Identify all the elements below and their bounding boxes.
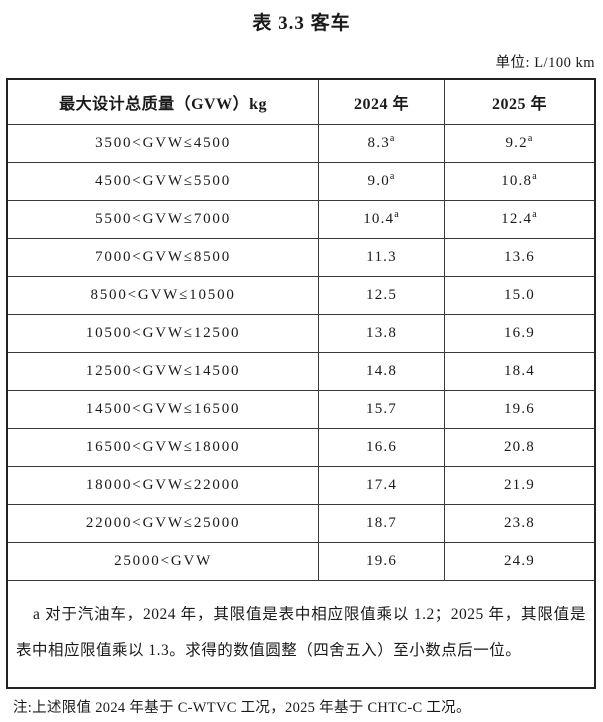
limit-2025-cell: 13.6 [443, 237, 596, 277]
limit-2025-cell: 15.0 [443, 275, 596, 315]
gvw-range-cell: 14500<GVW≤16500 [6, 389, 320, 429]
table-row: 5500<GVW≤7000 10.4a 12.4a [6, 199, 596, 239]
limit-2025-cell: 23.8 [443, 503, 596, 543]
table-row: 3500<GVW≤4500 8.3a 9.2a [6, 123, 596, 163]
unit-label: 单位: L/100 km [495, 55, 595, 71]
limit-2025-cell: 24.9 [443, 541, 596, 581]
page-note: 注:上述限值 2024 年基于 C-WTVC 工况，2025 年基于 CHTC-… [13, 700, 471, 716]
limit-2024-cell: 16.6 [318, 427, 445, 467]
col-header-2025: 2025 年 [443, 78, 596, 125]
limit-2024-cell: 11.3 [318, 237, 445, 277]
limit-2025-cell: 20.8 [443, 427, 596, 467]
limit-2024-cell: 9.0a [318, 161, 445, 201]
table-row: 25000<GVW 19.6 24.9 [6, 541, 596, 581]
limit-2024-cell: 18.7 [318, 503, 445, 543]
table-row: 14500<GVW≤16500 15.7 19.6 [6, 389, 596, 429]
limit-2025-cell: 16.9 [443, 313, 596, 353]
gvw-range-cell: 18000<GVW≤22000 [6, 465, 320, 505]
table-row: 7000<GVW≤8500 11.3 13.6 [6, 237, 596, 277]
limit-2024-cell: 13.8 [318, 313, 445, 353]
gvw-range-cell: 12500<GVW≤14500 [6, 351, 320, 391]
limit-2025-cell: 10.8a [443, 161, 596, 201]
limit-2024-cell: 14.8 [318, 351, 445, 391]
gvw-range-cell: 8500<GVW≤10500 [6, 275, 320, 315]
footnote-row: a 对于汽油车，2024 年，其限值是表中相应限值乘以 1.2；2025 年，其… [6, 579, 596, 689]
limit-2025-cell: 19.6 [443, 389, 596, 429]
gvw-range-cell: 16500<GVW≤18000 [6, 427, 320, 467]
limit-2024-cell: 17.4 [318, 465, 445, 505]
limit-2024-cell: 15.7 [318, 389, 445, 429]
limit-2024-cell: 19.6 [318, 541, 445, 581]
table-body: 3500<GVW≤4500 8.3a 9.2a 4500<GVW≤5500 9.0a 10… [6, 123, 596, 581]
gvw-range-cell: 22000<GVW≤25000 [6, 503, 320, 543]
page-title: 表 3.3 客车 [252, 13, 351, 34]
limit-2024-cell: 10.4a [318, 199, 445, 239]
table-row: 12500<GVW≤14500 14.8 18.4 [6, 351, 596, 391]
footnote-cell: a 对于汽油车，2024 年，其限值是表中相应限值乘以 1.2；2025 年，其… [6, 579, 596, 689]
table-row: 10500<GVW≤12500 13.8 16.9 [6, 313, 596, 353]
limits-table: 最大设计总质量（GVW）kg 2024 年 2025 年 3500<GVW≤45… [6, 78, 596, 689]
table-row: 22000<GVW≤25000 18.7 23.8 [6, 503, 596, 543]
gvw-range-cell: 3500<GVW≤4500 [6, 123, 320, 163]
col-header-gvw: 最大设计总质量（GVW）kg [6, 78, 320, 125]
table-row: 18000<GVW≤22000 17.4 21.9 [6, 465, 596, 505]
gvw-range-cell: 25000<GVW [6, 541, 320, 581]
limit-2025-cell: 18.4 [443, 351, 596, 391]
limit-2025-cell: 12.4a [443, 199, 596, 239]
limit-2025-cell: 9.2a [443, 123, 596, 163]
table-header-row: 最大设计总质量（GVW）kg 2024 年 2025 年 [6, 78, 596, 125]
footnote-text: a 对于汽油车，2024 年，其限值是表中相应限值乘以 1.2；2025 年，其… [16, 605, 586, 659]
table-row: 4500<GVW≤5500 9.0a 10.8a [6, 161, 596, 201]
col-header-2024: 2024 年 [318, 78, 445, 125]
gvw-range-cell: 4500<GVW≤5500 [6, 161, 320, 201]
gvw-range-cell: 7000<GVW≤8500 [6, 237, 320, 277]
gvw-range-cell: 10500<GVW≤12500 [6, 313, 320, 353]
gvw-range-cell: 5500<GVW≤7000 [6, 199, 320, 239]
limit-2024-cell: 12.5 [318, 275, 445, 315]
limit-2024-cell: 8.3a [318, 123, 445, 163]
table-row: 16500<GVW≤18000 16.6 20.8 [6, 427, 596, 467]
limit-2025-cell: 21.9 [443, 465, 596, 505]
table-row: 8500<GVW≤10500 12.5 15.0 [6, 275, 596, 315]
